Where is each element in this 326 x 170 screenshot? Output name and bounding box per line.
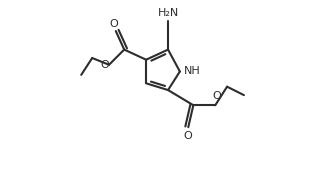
Text: O: O: [213, 90, 221, 100]
Text: NH: NH: [184, 66, 201, 76]
Text: O: O: [183, 131, 192, 141]
Text: O: O: [109, 19, 118, 29]
Text: O: O: [100, 60, 109, 70]
Text: H₂N: H₂N: [157, 8, 179, 18]
